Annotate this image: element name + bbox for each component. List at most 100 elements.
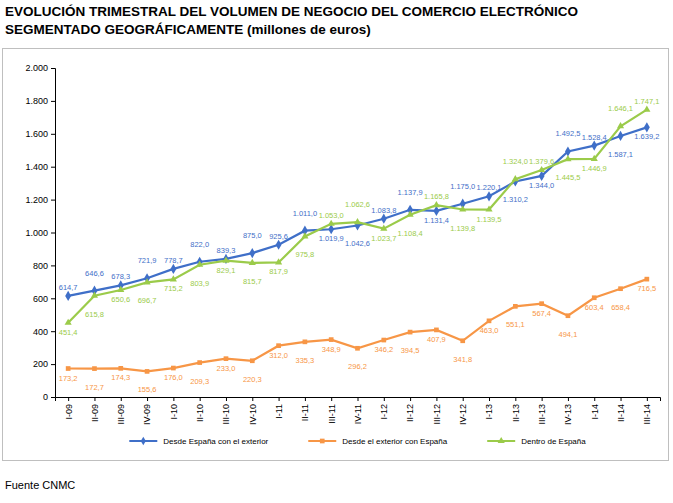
x-tick-label: IV-10 [248,404,258,425]
data-label: 1.108,4 [398,229,423,238]
series-marker [223,254,229,264]
data-label: 1.165,8 [424,192,449,201]
legend-label: Dentro de España [521,437,586,446]
series-marker [592,295,597,300]
x-tick-mark [542,397,543,401]
chart-frame [3,49,669,461]
y-tick-label: 600 [33,294,48,304]
x-tick-label: I-09 [64,404,74,420]
series-marker [486,191,492,201]
x-tick-label: II-11 [300,404,310,421]
series-marker [407,211,414,217]
x-tick-label: III-10 [221,404,231,425]
x-tick-mark [68,397,69,401]
data-label: 1.083,8 [371,206,396,215]
legend-label: Desde el exterior con España [342,437,448,446]
series-marker [513,304,518,309]
x-tick-label: I-12 [379,404,389,420]
x-tick-mark [226,397,227,401]
series-marker [355,346,360,351]
x-tick-mark [621,397,622,401]
x-tick-mark [594,397,595,401]
series-line [68,110,647,323]
x-tick-mark [147,397,148,401]
x-tick-mark [647,397,648,401]
legend: Desde España con el exterior Desde el ext… [129,437,586,446]
x-tick-mark [463,397,464,401]
series-marker [249,248,255,258]
x-tick-label: II-10 [195,404,205,422]
data-label: 614,7 [59,283,78,292]
y-tick: 1.400 [25,162,55,172]
x-tick-mark [305,397,306,401]
series-marker [408,330,413,335]
y-tick-label: 800 [33,261,48,271]
x-tick-label: IV-12 [458,404,468,425]
data-label: 1.019,9 [319,234,344,243]
x-tick: I-12 [379,397,389,420]
data-label: 1.344,0 [529,181,554,190]
data-label: 1.528,4 [582,133,607,142]
series-marker [487,318,492,323]
series-marker [171,366,176,371]
x-tick-label: IV-13 [563,404,573,425]
x-tick: III-11 [327,397,337,424]
x-tick-label: III-11 [327,404,337,424]
legend-marker [498,437,505,443]
x-tick-label: III-14 [642,404,652,425]
legend-label: Desde España con el exterior [163,437,268,446]
y-tick-mark [51,200,55,201]
series-marker [196,261,203,267]
series-marker [65,291,71,301]
data-label: 1.324,0 [503,157,528,166]
x-tick-label: II-13 [511,404,521,422]
data-label: 551,1 [506,320,525,329]
data-label: 172,7 [85,383,104,392]
data-label: 1.023,7 [371,234,396,243]
series-marker [539,301,544,306]
series-line [68,279,647,371]
y-tick: 1.600 [25,129,55,139]
y-tick-label: 1.400 [25,162,48,172]
series-marker [224,356,229,361]
y-tick-mark [51,68,55,69]
series-marker [433,206,439,216]
x-tick-mark [358,397,359,401]
x-tick: IV-13 [563,397,573,425]
x-tick-mark [568,397,569,401]
data-label: 822,0 [190,240,209,249]
data-label: 875,0 [243,231,262,240]
x-tick: III-13 [537,397,547,425]
data-label: 696,7 [138,296,157,305]
series-marker [144,278,151,284]
data-label: 1.220,1 [477,183,502,192]
series-marker [565,146,571,156]
y-tick: 0 [43,392,55,402]
series-marker [433,201,440,207]
x-tick: I-13 [484,397,494,420]
series-marker [276,240,282,250]
data-label: 975,8 [296,250,315,259]
y-tick-mark [51,364,55,365]
x-tick: IV-11 [353,397,363,424]
series-marker [564,155,571,161]
x-tick-label: I-11 [274,404,284,419]
data-label: 615,8 [85,310,104,319]
x-tick: IV-12 [458,397,468,425]
y-tick-label: 1.000 [25,228,48,238]
data-label: 1.137,9 [398,188,423,197]
x-tick-label: II-09 [90,404,100,422]
data-label: 341,8 [453,355,472,364]
data-label: 817,9 [269,267,288,276]
x-tick-mark [515,397,516,401]
x-tick-mark [331,397,332,401]
data-label: 1.139,5 [477,215,502,224]
data-label: 839,3 [217,246,236,255]
x-tick: II-10 [195,397,205,422]
x-tick: III-12 [432,397,442,425]
series-marker [434,328,439,333]
series-marker [645,277,650,282]
data-label: 407,9 [427,335,446,344]
data-label: 463,0 [480,326,499,335]
series-marker [145,369,150,374]
